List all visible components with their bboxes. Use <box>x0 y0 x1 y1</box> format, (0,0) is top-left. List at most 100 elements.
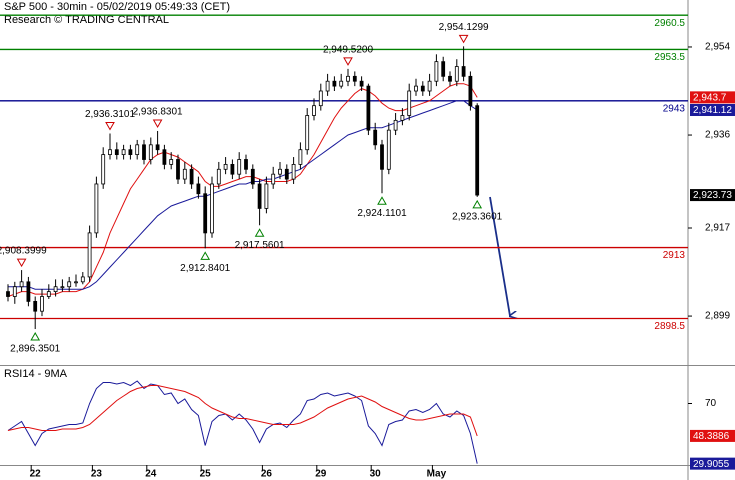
candle-body <box>196 183 201 195</box>
candle-body <box>237 159 242 175</box>
candle-body <box>210 183 214 234</box>
candle-body <box>121 149 126 156</box>
candle-body <box>114 149 119 156</box>
y-tick-label: 70 <box>705 398 717 409</box>
candle-body <box>359 80 364 87</box>
candle-body <box>271 173 276 185</box>
candle-body <box>94 183 99 234</box>
line-series <box>7 83 478 297</box>
candle-body <box>318 90 323 107</box>
candle-body <box>414 85 418 92</box>
candle-body <box>250 168 255 185</box>
candle-body <box>305 115 310 151</box>
candle-body <box>346 75 350 82</box>
candle-body <box>366 85 371 131</box>
candle-body <box>67 281 72 288</box>
line-series <box>7 385 478 437</box>
candle-body <box>223 163 228 170</box>
candle-body <box>298 149 303 165</box>
candle-body <box>284 168 289 180</box>
level-label: 2953.5 <box>654 52 685 63</box>
x-tick-label: 22 <box>30 469 42 480</box>
candle-body <box>441 61 446 77</box>
candle-body <box>80 276 85 283</box>
x-tick-label: May <box>427 469 447 480</box>
candle-body <box>162 149 167 165</box>
candle-body <box>454 66 459 82</box>
low-marker <box>200 251 211 260</box>
candle-body <box>230 163 235 175</box>
price-tag <box>690 91 735 104</box>
low-marker <box>472 199 483 209</box>
candle-body <box>182 168 187 180</box>
candle-body <box>393 119 398 131</box>
candle-body <box>461 66 466 77</box>
candle-body <box>244 159 248 170</box>
candle-body <box>26 281 31 302</box>
x-tick-label: 29 <box>315 469 327 480</box>
candle-body <box>278 168 282 175</box>
price-tag-label: 2,941.12 <box>693 105 732 116</box>
x-tick-label: 24 <box>145 469 157 480</box>
rsi-title: RSI14 - 9MA <box>4 368 68 380</box>
candle-body <box>53 286 58 293</box>
candle-body <box>101 154 106 185</box>
annotation-label: 2,917.5601 <box>235 240 285 251</box>
candle-body <box>339 80 344 87</box>
candle-body <box>291 163 296 180</box>
high-marker <box>105 122 115 131</box>
price-tag <box>690 189 735 202</box>
candle-body <box>257 183 262 209</box>
candle-body <box>46 291 51 297</box>
projection-arrow <box>489 196 510 316</box>
candle-body <box>128 149 133 156</box>
candle-body <box>332 80 337 87</box>
y-tick-label: 2,917 <box>705 223 730 234</box>
level-label: 2960.5 <box>654 18 685 29</box>
candle-body <box>135 144 140 156</box>
level-label: 2898.5 <box>654 321 685 332</box>
x-tick-label: 25 <box>200 469 212 480</box>
price-tag-label: 29.9055 <box>693 459 730 470</box>
annotation-label: 2,908.3999 <box>0 246 47 257</box>
candle-body <box>189 168 194 185</box>
price-tag <box>690 103 735 116</box>
annotation-label: 2,949.5200 <box>323 45 373 56</box>
x-tick-label: 30 <box>370 469 382 480</box>
candle-body <box>468 75 473 107</box>
x-tick-label: 23 <box>91 469 103 480</box>
candle-body <box>176 159 180 180</box>
candle-body <box>380 144 384 170</box>
annotation-label: 2,936.8301 <box>133 107 183 118</box>
y-tick-label: 2,899 <box>705 311 730 322</box>
annotation-label: 2,896.3501 <box>10 344 60 355</box>
candle-body <box>6 291 10 297</box>
annotation-label: 2,923.3601 <box>452 212 502 223</box>
high-marker <box>152 119 163 128</box>
candle-body <box>475 105 480 196</box>
high-marker <box>458 34 469 44</box>
price-tag <box>690 429 735 442</box>
candle-body <box>434 61 439 82</box>
candle-body <box>60 286 65 289</box>
candle-body <box>407 90 412 116</box>
low-marker <box>377 196 387 205</box>
candle-body <box>142 144 146 160</box>
x-tick-label: 26 <box>261 469 273 480</box>
candle-body <box>352 75 357 82</box>
candle-body <box>427 80 432 92</box>
price-tag-label: 2,943.7 <box>693 93 727 104</box>
y-tick-label: 2,954 <box>705 42 730 53</box>
price-tag <box>690 457 735 470</box>
price-tag-label: 2,923.73 <box>693 190 732 201</box>
candle-body <box>400 115 405 121</box>
chart-source: Research © TRADING CENTRAL <box>4 14 169 26</box>
candle-body <box>87 232 92 278</box>
candle-body <box>108 149 112 156</box>
candle-body <box>264 183 269 209</box>
candle-body <box>74 281 78 284</box>
high-marker <box>343 57 353 66</box>
chart-title: S&P 500 - 30min - 05/02/2019 05:49:33 (C… <box>4 1 230 13</box>
